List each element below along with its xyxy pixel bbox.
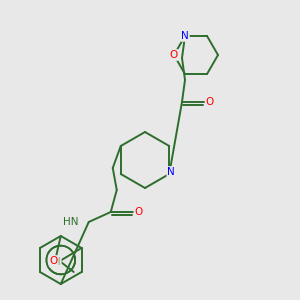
Text: Cl: Cl	[50, 257, 61, 267]
Text: O: O	[170, 50, 178, 60]
Text: N: N	[181, 31, 189, 41]
Text: O: O	[50, 256, 58, 266]
Text: O: O	[206, 97, 214, 107]
Text: N: N	[167, 167, 175, 177]
Text: HN: HN	[63, 217, 79, 227]
Text: O: O	[135, 207, 143, 217]
